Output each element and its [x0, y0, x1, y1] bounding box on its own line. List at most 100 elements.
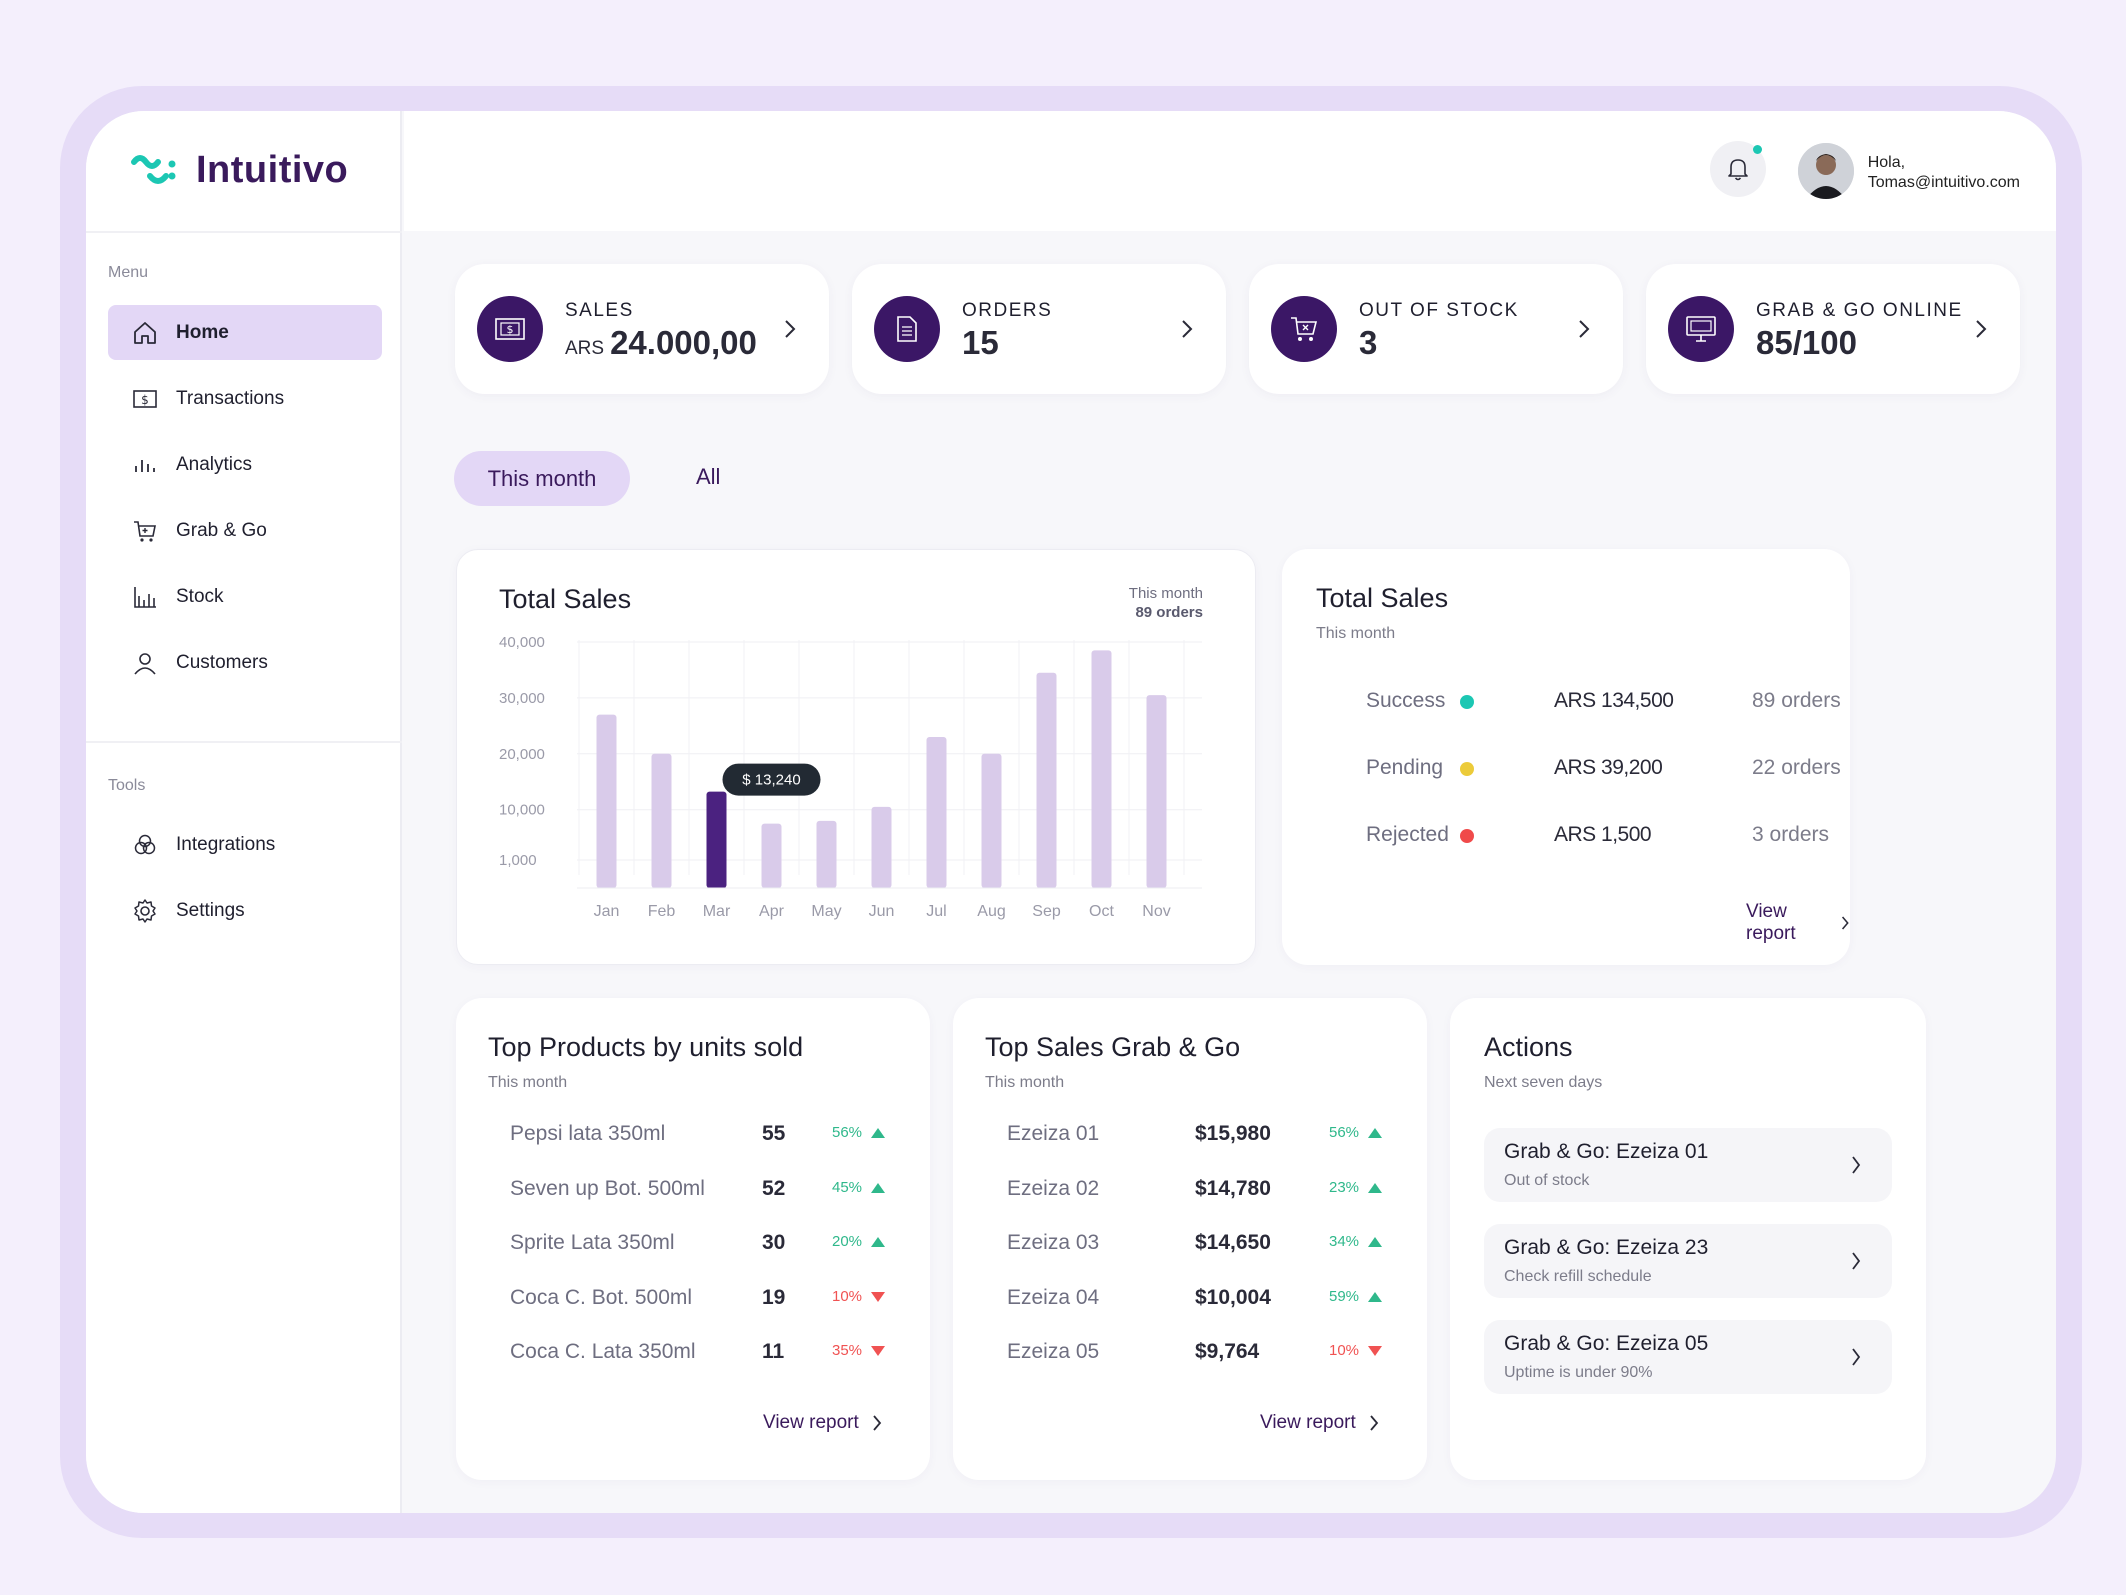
sidebar-item-label: Grab & Go	[176, 519, 267, 541]
item-name: Pepsi lata 350ml	[510, 1122, 666, 1145]
list-item: Seven up Bot. 500ml 52 45%	[456, 1177, 930, 1213]
brand-name: Intuitivo	[196, 149, 349, 191]
chevron-right-icon	[1182, 320, 1193, 338]
dollar-bill-icon: $	[477, 296, 543, 362]
stat-label: GRAB & GO ONLINE	[1756, 300, 1963, 321]
item-percent: 56%	[1329, 1124, 1360, 1141]
svg-text:$: $	[141, 393, 149, 407]
item-name: Coca C. Bot. 500ml	[510, 1285, 693, 1309]
cart-x-icon	[1271, 296, 1337, 362]
item-value: 30	[762, 1231, 786, 1254]
status-orders: 3 orders	[1752, 823, 1830, 846]
user-email: Tomas@intuitivo.com	[1867, 174, 2020, 191]
y-tick-label: 20,000	[499, 746, 545, 763]
bar-chart: 40,000 30,000 20,000 10,000 1,000 Jan Feb Mar $ …	[499, 634, 1202, 920]
user-icon	[132, 650, 158, 676]
tab-this-month[interactable]: This month	[454, 451, 630, 506]
chart-summary: This month 89 orders	[1129, 584, 1203, 622]
card-title: Total Sales	[1316, 583, 1449, 613]
x-tick-label: Jul	[926, 903, 946, 920]
sidebar-item-home[interactable]: Home	[108, 305, 382, 360]
app-window: Intuitivo Menu Home $ Transactions Analy…	[86, 111, 2056, 1513]
x-tick-label: Nov	[1142, 903, 1170, 920]
sidebar-item-label: Integrations	[176, 833, 276, 855]
action-subtitle: Uptime is under 90%	[1504, 1364, 1653, 1381]
list-item: Ezeiza 04 $10,004 59%	[953, 1286, 1427, 1322]
x-tick-label: Mar	[703, 903, 731, 920]
stat-card-sales[interactable]: $ SALES ARS 24.000,00	[455, 264, 829, 394]
chart-period: This month	[1128, 585, 1203, 602]
status-label: Rejected	[1366, 823, 1449, 846]
trend-up-icon	[1368, 1291, 1382, 1302]
status-label: Success	[1366, 689, 1446, 712]
sidebar-item-grab-go[interactable]: Grab & Go	[108, 503, 382, 558]
item-name: Sprite Lata 350ml	[510, 1231, 675, 1254]
avatar[interactable]	[1798, 143, 1854, 199]
item-name: Ezeiza 04	[1007, 1285, 1100, 1309]
status-dot	[1460, 829, 1474, 843]
stat-label: OUT OF STOCK	[1359, 300, 1519, 321]
y-tick-label: 30,000	[499, 690, 545, 707]
x-tick-label: Aug	[977, 903, 1005, 920]
stat-card-grab-go-online[interactable]: GRAB & GO ONLINE 85/100	[1646, 264, 2020, 394]
card-subtitle: Next seven days	[1484, 1074, 1603, 1091]
sidebar-item-analytics[interactable]: Analytics	[108, 437, 382, 492]
trend-down-icon	[1368, 1346, 1382, 1356]
item-value: $14,650	[1195, 1231, 1271, 1254]
item-percent: 23%	[1329, 1178, 1360, 1196]
x-tick-label: Sep	[1032, 903, 1061, 920]
stat-currency: ARS	[565, 338, 605, 359]
view-report-link[interactable]: View report	[763, 1412, 883, 1434]
item-percent: 45%	[832, 1178, 863, 1196]
sidebar-item-settings[interactable]: Settings	[108, 883, 382, 938]
sidebar-item-label: Customers	[176, 651, 268, 673]
sidebar-item-customers[interactable]: Customers	[108, 635, 382, 690]
stat-card-out-of-stock[interactable]: OUT OF STOCK 3	[1249, 264, 1623, 394]
y-tick-label: 10,000	[499, 802, 545, 819]
card-title: Top Sales Grab & Go	[985, 1032, 1241, 1062]
chart-bar-jan	[596, 714, 617, 888]
chart-bar-apr	[761, 823, 782, 888]
item-value: 19	[762, 1285, 786, 1309]
sidebar-item-label: Transactions	[176, 387, 285, 409]
chart-bar-feb	[651, 753, 672, 888]
brand-logo[interactable]: Intuitivo	[130, 149, 348, 192]
link-label: View report	[1746, 901, 1796, 944]
stat-card-orders[interactable]: ORDERS 15	[852, 264, 1226, 394]
stat-number: 85/100	[1756, 324, 1857, 361]
item-name: Coca C. Lata 350ml	[510, 1340, 696, 1363]
stat-number: 3	[1359, 324, 1378, 361]
trend-up-icon	[1368, 1237, 1382, 1247]
view-report-link[interactable]: View report	[1746, 901, 1850, 945]
sidebar-item-label: Settings	[176, 899, 245, 921]
stat-value: 85/100	[1756, 324, 1857, 362]
view-report-link[interactable]: View report	[1260, 1412, 1380, 1434]
card-subtitle: This month	[488, 1074, 568, 1091]
card-title: Total Sales	[499, 584, 632, 614]
chart-bar-oct	[1091, 650, 1112, 888]
item-value: 11	[762, 1340, 785, 1363]
y-tick-label: 1,000	[499, 852, 537, 869]
list-item: Sprite Lata 350ml 30 20%	[456, 1231, 930, 1267]
sidebar-item-stock[interactable]: Stock	[108, 569, 382, 624]
action-item[interactable]: Grab & Go: Ezeiza 05 Uptime is under 90%	[1484, 1320, 1892, 1394]
chart-bar-jul	[926, 737, 947, 888]
x-tick-label: Jan	[594, 903, 620, 920]
action-item[interactable]: Grab & Go: Ezeiza 23 Check refill schedu…	[1484, 1224, 1892, 1298]
action-item[interactable]: Grab & Go: Ezeiza 01 Out of stock	[1484, 1128, 1892, 1202]
sidebar-item-integrations[interactable]: Integrations	[108, 817, 382, 872]
card-subtitle: This month	[1316, 625, 1396, 642]
item-name: Ezeiza 05	[1007, 1340, 1100, 1363]
list-item: Pepsi lata 350ml 55 56%	[456, 1122, 930, 1158]
list-item: Ezeiza 03 $14,650 34%	[953, 1231, 1427, 1267]
total-sales-status-card: Total Sales This month Success ARS 134,5…	[1282, 549, 1850, 965]
card-title: Top Products by units sold	[488, 1032, 804, 1062]
user-greeting[interactable]: Hola, Tomas@intuitivo.com	[1868, 153, 2020, 193]
chevron-right-icon	[1370, 1415, 1378, 1431]
status-orders: 22 orders	[1752, 756, 1841, 779]
sidebar-item-transactions[interactable]: $ Transactions	[108, 371, 382, 426]
notifications-button[interactable]	[1710, 141, 1766, 197]
tab-all[interactable]: All	[696, 464, 721, 489]
trend-up-icon	[1368, 1182, 1382, 1193]
notification-dot	[1753, 145, 1762, 154]
